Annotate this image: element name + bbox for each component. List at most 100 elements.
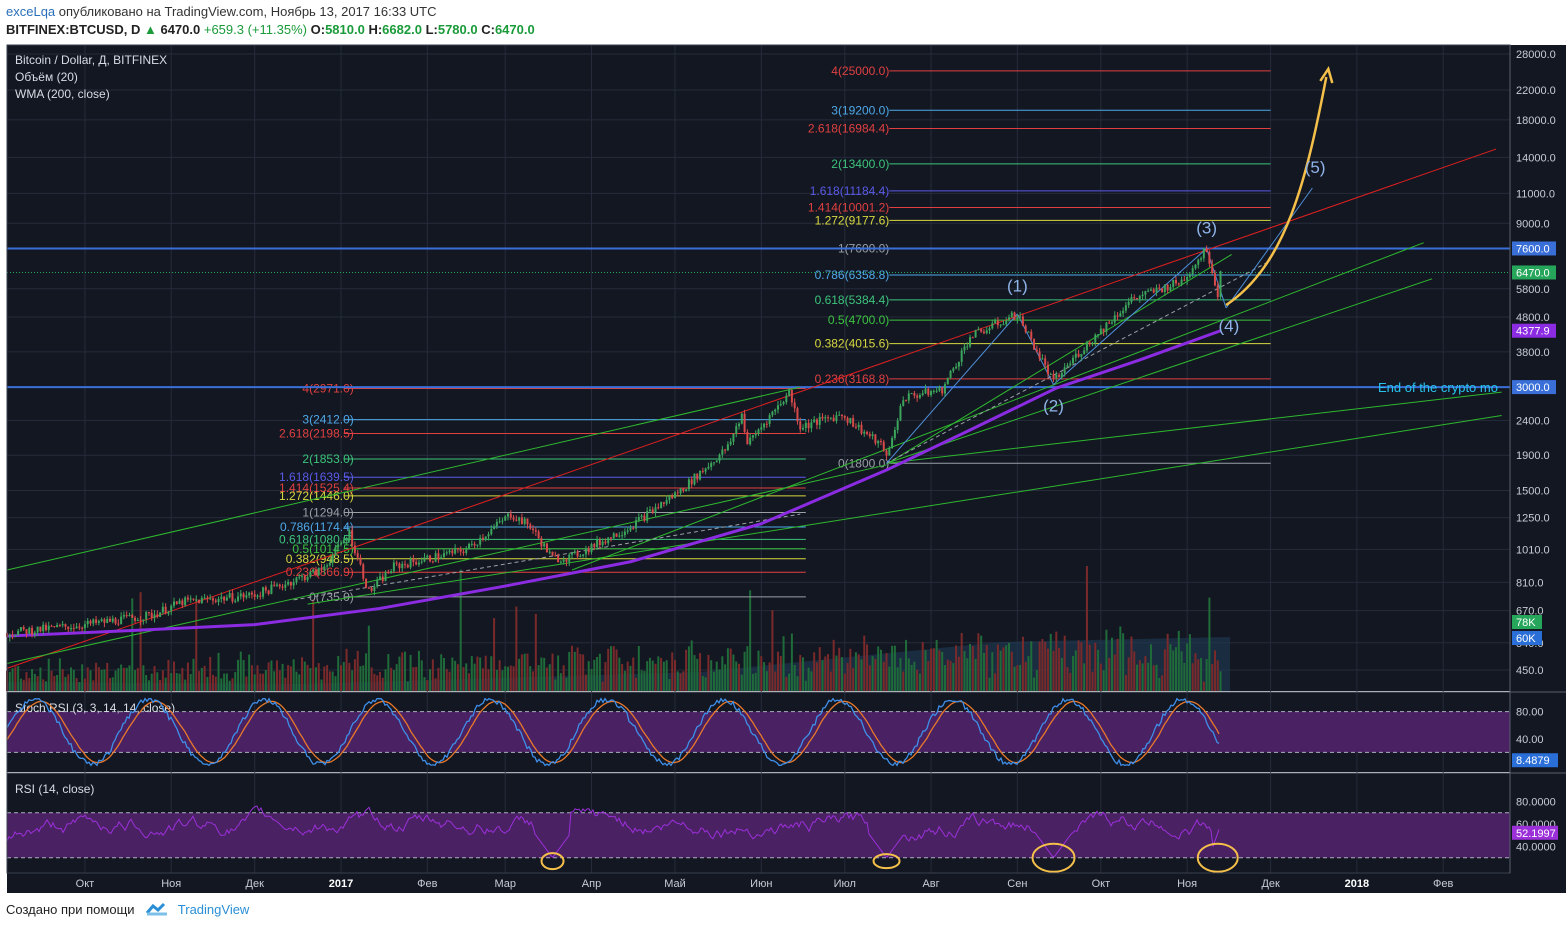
volume-bar [95, 662, 98, 691]
volume-bar [985, 644, 988, 691]
candle-body [554, 555, 557, 557]
candle-body [195, 599, 198, 601]
volume-bar [682, 671, 685, 691]
wave-label: (2) [1043, 396, 1064, 415]
volume-bar [1049, 633, 1052, 691]
candle-body [846, 417, 849, 423]
candle-body [44, 624, 47, 631]
volume-bar [234, 672, 237, 691]
volume-bar [712, 671, 715, 691]
candle-body [902, 400, 905, 406]
volume-bar [292, 659, 295, 691]
volume-bar [223, 673, 226, 691]
volume-bar [487, 669, 490, 691]
candle-body [270, 584, 273, 594]
volume-bar [470, 656, 473, 691]
volume-bar [264, 670, 267, 691]
annotation-text: End of the crypto mo [1378, 380, 1498, 395]
candle-body [1066, 365, 1069, 368]
author-link[interactable]: exceLqa [6, 4, 56, 19]
candle-body [735, 426, 738, 434]
volume-bar [147, 680, 150, 691]
candle-body [1008, 317, 1010, 321]
candle-body [632, 527, 635, 529]
candle-body [807, 422, 810, 429]
volume-bar [654, 663, 657, 691]
volume-bar [72, 669, 75, 691]
volume-bar [512, 666, 515, 691]
ohlc-header: BITFINEX:BTCUSD, D ▲ 6470.0 +659.3 (+11.… [6, 22, 535, 37]
volume-bar [378, 671, 381, 691]
fib-level-label: 1.272(1446.0) [279, 489, 354, 503]
volume-bar [328, 671, 331, 691]
high-value: 6682.0 [382, 22, 422, 37]
volume-bar [877, 646, 880, 691]
volume-bar [1124, 674, 1127, 691]
candle-body [888, 448, 891, 456]
candle-body [1030, 331, 1033, 339]
candle-body [699, 471, 702, 480]
candle-body [1102, 328, 1105, 332]
candle-body [1180, 279, 1183, 285]
candle-body [1202, 248, 1205, 259]
volume-bar [317, 663, 320, 691]
volume-bar [785, 676, 788, 691]
candle-body [907, 393, 910, 401]
volume-bar [913, 661, 916, 691]
candle-body [1058, 374, 1061, 378]
candle-body [621, 535, 624, 537]
candle-body [1213, 273, 1216, 286]
candle-body [760, 427, 763, 430]
volume-bar [167, 659, 170, 691]
candle-body [145, 612, 148, 620]
volume-bar [1127, 657, 1130, 691]
volume-bar [348, 662, 351, 691]
candle-body [470, 543, 473, 545]
candle-body [913, 393, 916, 396]
trading-chart[interactable]: Окт Ноя Дек 2017 Фев Мар Апр Май Июн Июл Авг Сен Окт… [0, 42, 1568, 894]
candle-body [576, 551, 579, 557]
candle-body [147, 612, 150, 614]
candle-body [117, 623, 120, 625]
x-tick-label: Ноя [161, 878, 181, 890]
candle-body [757, 429, 760, 434]
candle-body [398, 563, 401, 569]
candle-body [198, 599, 201, 604]
candle-body [732, 433, 735, 442]
candle-body [70, 628, 73, 630]
candle-body [715, 460, 718, 463]
candle-body [690, 479, 693, 485]
volume-bar [568, 651, 571, 691]
volume-bar [849, 648, 852, 691]
x-tick-label: Апр [582, 878, 601, 890]
volume-bar [1183, 662, 1186, 691]
tradingview-link[interactable]: TradingView [177, 902, 250, 917]
candle-body [515, 519, 518, 521]
x-tick-label: Июл [834, 878, 856, 890]
candle-body [1002, 324, 1005, 326]
volume-bar [1072, 655, 1075, 691]
candle-body [465, 549, 468, 554]
candle-body [367, 587, 370, 589]
volume-bar [1058, 648, 1061, 691]
candle-body [604, 541, 607, 544]
candle-body [423, 557, 426, 562]
candle-body [782, 402, 785, 405]
volume-bar [242, 660, 245, 691]
candle-body [100, 619, 103, 622]
volume-bar [170, 673, 173, 691]
volume-bar [788, 673, 791, 691]
candle-body [484, 536, 487, 540]
volume-bar [256, 665, 259, 691]
volume-bar [448, 671, 451, 691]
candle-body [404, 563, 407, 565]
volume-bar [11, 668, 14, 691]
volume-bar [159, 680, 162, 691]
volume-bar [1169, 644, 1172, 691]
volume-bar [760, 656, 763, 691]
volume-bar [699, 653, 702, 691]
volume-bar [395, 664, 398, 691]
candle-body [557, 555, 560, 563]
volume-bar [1119, 626, 1122, 691]
volume-bar [298, 674, 301, 691]
